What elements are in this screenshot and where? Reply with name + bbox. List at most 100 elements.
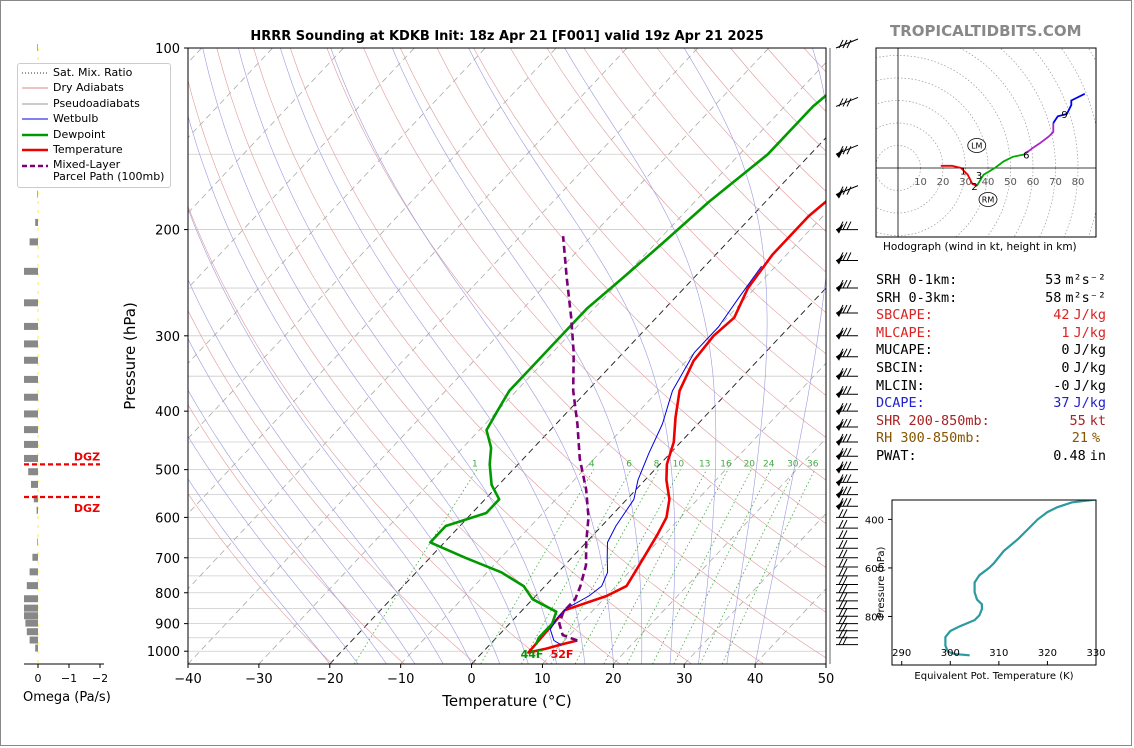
stat-row: PWAT: 0.48 in xyxy=(876,448,1106,466)
wind-barb xyxy=(836,600,858,610)
isotherm-zero xyxy=(471,287,826,664)
hodo-ring-label: 30 xyxy=(959,177,972,188)
x-tick-label: −20 xyxy=(316,672,343,687)
dry-adiabat xyxy=(436,48,826,481)
theta-x-tick-label: 300 xyxy=(941,648,960,659)
dry-adiabat xyxy=(473,48,826,438)
series-wetbulb xyxy=(549,265,763,646)
y-tick-label: 200 xyxy=(155,224,180,239)
x-tick-label: 20 xyxy=(605,672,622,687)
hodo-ring-label: 40 xyxy=(982,177,995,188)
wind-barb xyxy=(836,584,858,594)
dry-adiabat xyxy=(188,309,477,664)
moist-adiabat xyxy=(330,48,614,664)
omega-bar xyxy=(24,410,38,418)
isotherm xyxy=(188,48,486,364)
omega-bar xyxy=(35,644,38,652)
skewt-plot-area: 1 4 6 8 10 13 16 20 24 30 36 44F 52F xyxy=(188,48,826,664)
isotherm xyxy=(400,212,826,664)
hodograph-caption: Hodograph (wind in kt, height in km) xyxy=(883,241,1077,253)
wind-barb xyxy=(836,540,858,549)
stat-value: 21 xyxy=(1071,430,1088,447)
stat-label: MLCIN: xyxy=(876,377,925,394)
omega-bar xyxy=(24,612,38,620)
stat-value: 42 xyxy=(1053,307,1070,324)
wind-barb xyxy=(836,567,858,577)
stat-row: DCAPE: 37 J/kg xyxy=(876,395,1106,413)
chart-title: HRRR Sounding at KDKB Init: 18z Apr 21 [… xyxy=(250,29,763,44)
wind-barb xyxy=(836,279,858,293)
storm-motion-left-label: LM xyxy=(971,142,982,151)
theta-e-area xyxy=(944,500,1096,657)
omega-bar xyxy=(24,440,38,448)
mixing-ratio-label: 8 xyxy=(654,460,660,470)
omega-bar xyxy=(25,619,38,627)
stat-unit: J/kg xyxy=(1073,377,1106,394)
omega-bar xyxy=(24,299,38,307)
stat-value: 37 xyxy=(1053,395,1070,412)
mixing-ratio-line xyxy=(603,469,708,664)
dgz-label: DGZ xyxy=(74,450,100,463)
stat-unit: kt xyxy=(1089,412,1106,429)
hodo-segment xyxy=(1023,123,1055,156)
mixing-ratio-label: 24 xyxy=(763,460,775,470)
mixing-ratio-label: 20 xyxy=(744,460,756,470)
moist-adiabat xyxy=(188,207,472,664)
moist-adiabat xyxy=(468,48,676,664)
mixing-ratio-line xyxy=(626,469,729,664)
moist-adiabat xyxy=(238,48,557,664)
isotherm xyxy=(188,48,415,289)
storm-motion-right-label: RM xyxy=(982,196,995,205)
skewt-frame xyxy=(187,47,827,665)
dry-adiabat xyxy=(326,48,826,613)
y-tick-label: 800 xyxy=(155,587,180,602)
wind-barb xyxy=(836,558,858,568)
wind-barb xyxy=(836,608,858,617)
moist-adiabat xyxy=(188,114,501,664)
omega-bar xyxy=(26,628,38,636)
hodo-segment xyxy=(1052,92,1086,124)
stat-value: -0 xyxy=(1053,377,1070,394)
wind-barb xyxy=(836,549,858,559)
mixing-ratio-line xyxy=(699,469,796,664)
stat-row: MUCAPE: 0 J/kg xyxy=(876,342,1106,360)
hodograph-area: 10 20 30 40 50 60 70 80 123 6 9 LM RM xyxy=(876,48,1096,237)
legend-item: Dewpoint xyxy=(53,128,106,141)
wind-barb xyxy=(836,629,858,639)
legend-swatches xyxy=(22,72,48,168)
moist-adiabat xyxy=(392,48,643,664)
wind-barb xyxy=(836,447,858,461)
stat-label: MUCAPE: xyxy=(876,342,933,359)
theta-y-tick-label: 600 xyxy=(865,564,884,575)
isotherm xyxy=(188,48,770,664)
omega-bar xyxy=(24,322,38,330)
stat-row: SRH 0-1km: 53 m²s⁻² xyxy=(876,272,1106,290)
isotherm xyxy=(542,362,826,664)
stat-label: RH 300-850mb: xyxy=(876,430,982,447)
dry-adiabat xyxy=(188,205,549,664)
omega-bar xyxy=(29,568,38,576)
moist-adiabat xyxy=(564,48,717,664)
stat-unit: J/kg xyxy=(1073,307,1106,324)
surface-dewpoint-label: 44F xyxy=(521,648,544,661)
mixing-ratio-label: 6 xyxy=(626,460,632,470)
wind-barb xyxy=(836,530,858,539)
stat-label: DCAPE: xyxy=(876,395,925,412)
mixing-ratio-label: 36 xyxy=(807,460,819,470)
dry-adiabat xyxy=(216,48,692,664)
x-tick-label: 50 xyxy=(818,672,835,687)
mixing-ratio-line xyxy=(574,469,681,664)
x-tick-label: −30 xyxy=(245,672,272,687)
dry-adiabat xyxy=(583,48,826,314)
dry-adiabat xyxy=(188,493,333,664)
omega-bar xyxy=(24,393,38,401)
storm-motion-right-marker xyxy=(978,192,998,207)
omega-bar xyxy=(24,595,38,603)
hodo-ring-label: 20 xyxy=(937,177,950,188)
stat-value: 53 xyxy=(1045,272,1062,288)
wind-barb xyxy=(835,38,859,49)
moist-adiabat xyxy=(188,338,416,664)
legend-item: Wetbulb xyxy=(53,112,99,125)
omega-bar xyxy=(24,375,38,383)
